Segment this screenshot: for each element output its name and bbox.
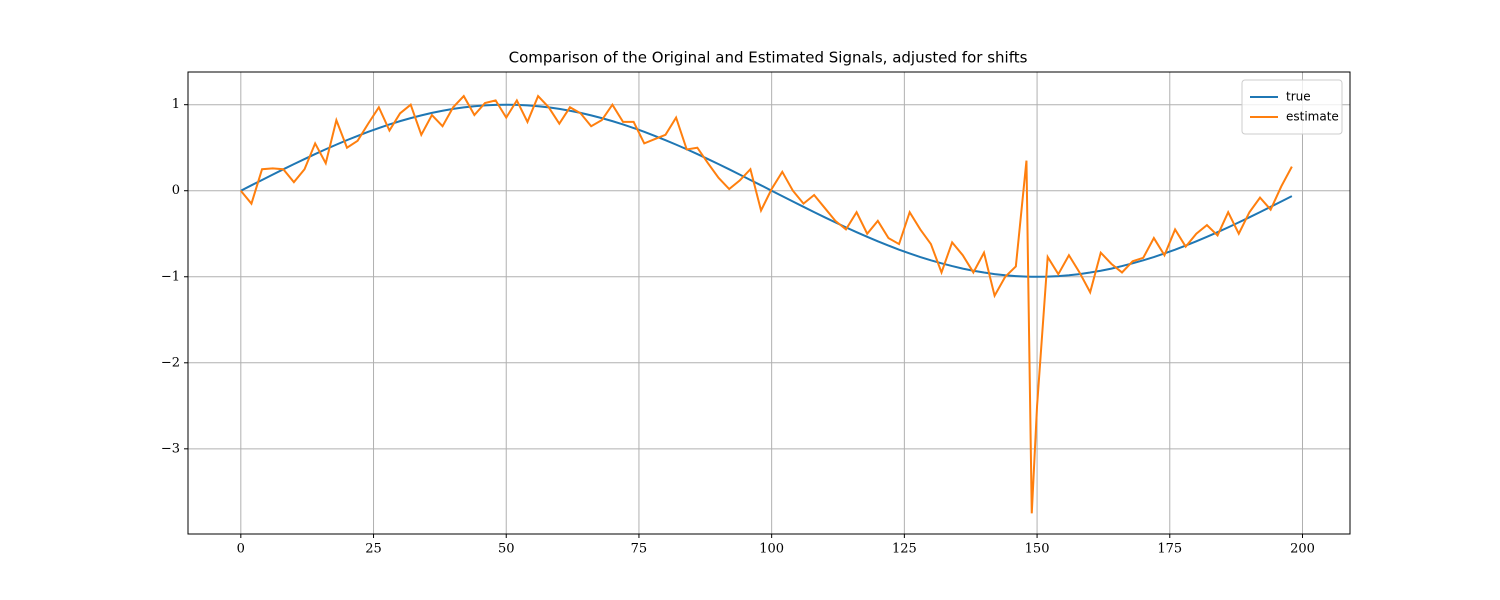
x-tick-label: 75	[631, 542, 648, 557]
x-tick-label: 175	[1157, 542, 1182, 557]
x-tick-label: 100	[759, 542, 784, 557]
series-line	[240, 94, 1293, 514]
x-tick-label: 150	[1025, 542, 1050, 557]
legend-label: estimate	[1286, 110, 1339, 124]
x-tick-label: 25	[365, 542, 382, 557]
legend-box	[1241, 79, 1343, 135]
y-tick-label: 1	[172, 97, 180, 112]
y-tick-label: −3	[161, 441, 180, 456]
x-tick-label: 0	[237, 542, 245, 557]
x-tick-label: 50	[498, 542, 515, 557]
y-tick-label: −1	[161, 269, 180, 284]
y-tick-label: −2	[161, 355, 180, 370]
legend: true estimate	[1241, 79, 1343, 135]
x-tick-label: 125	[892, 542, 917, 557]
x-tick-label: 200	[1290, 542, 1315, 557]
legend-label: true	[1286, 90, 1311, 104]
y-tick-label: 0	[172, 183, 180, 198]
chart-title: Comparison of the Original and Estimated…	[509, 49, 1028, 67]
plot-frame	[187, 71, 1351, 535]
